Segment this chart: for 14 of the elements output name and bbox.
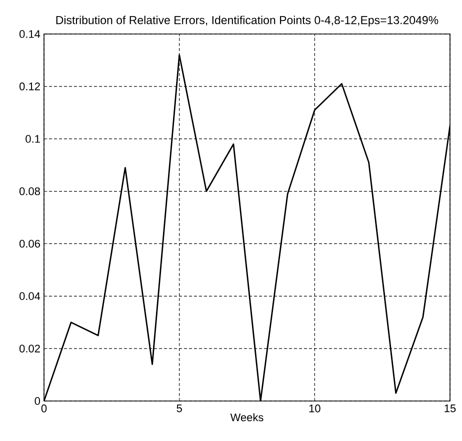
- y-tick-label: 0.04: [19, 292, 40, 300]
- x-tick-label: 10: [309, 404, 320, 412]
- y-tick-label: 0.06: [19, 240, 40, 248]
- x-tick-label: 0: [41, 404, 47, 412]
- chart-title: Distribution of Relative Errors, Identification Points 0-4,8-12,Eps=13.2049%: [56, 16, 438, 26]
- x-tick-label: 5: [176, 404, 182, 412]
- y-tick-label: 0.12: [19, 82, 40, 90]
- y-tick-label: 0: [34, 397, 40, 405]
- y-tick-label: 0.08: [19, 187, 40, 196]
- y-tick-label: 0.14: [19, 30, 40, 38]
- y-tick-label: 0.1: [26, 134, 40, 143]
- y-tick-label: 0.02: [19, 344, 40, 352]
- x-axis-title: Weeks: [230, 413, 264, 422]
- x-tick-label: 15: [444, 404, 456, 412]
